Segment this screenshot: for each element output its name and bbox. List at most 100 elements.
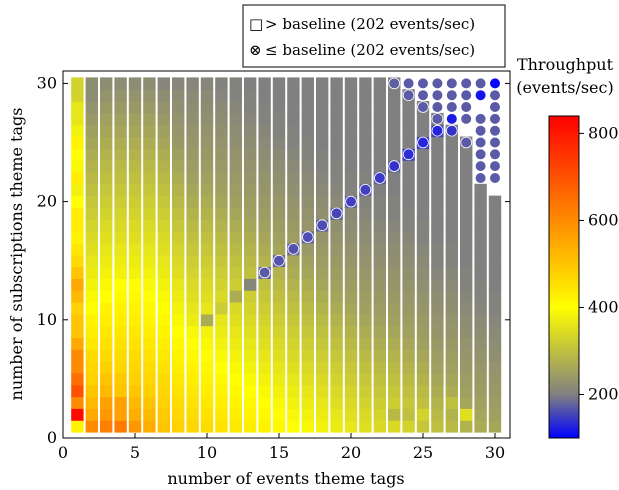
heatmap-cell [388,124,401,138]
heatmap-cell [301,361,314,374]
heatmap-cell [157,254,170,268]
heatmap-cell [316,195,329,208]
heatmap-cell [215,89,228,102]
heatmap-cell [258,136,271,149]
heatmap-cell [402,160,415,173]
heatmap-cell [258,89,271,102]
below-baseline-point [345,195,357,208]
heatmap-cell [488,266,502,279]
heatmap-cell [143,266,156,279]
heatmap-cell [316,183,329,197]
heatmap-cell [114,231,127,244]
heatmap-cell [287,408,300,421]
heatmap-cell [344,254,358,268]
heatmap-cell [229,384,242,398]
heatmap-cell [200,148,214,161]
heatmap-cell [244,396,257,409]
heatmap-cell [373,278,386,291]
heatmap-cell [157,77,170,90]
heatmap-cell [388,384,401,398]
heatmap-cell [488,384,502,398]
heatmap-cell [215,361,228,374]
heatmap-cell [272,207,286,220]
heatmap-cell [100,124,113,138]
heatmap-cell [85,219,98,232]
heatmap-cell [157,89,170,102]
heatmap-cell [344,101,358,114]
below-baseline-point [301,231,314,243]
heatmap-cell [416,183,430,197]
below-baseline-point [445,113,458,125]
heatmap-cell [172,420,185,433]
heatmap-cell [388,254,401,268]
heatmap-cell [200,337,214,350]
heatmap-cell [172,101,185,114]
heatmap-cell [229,101,242,114]
heatmap-cell [359,396,372,409]
heatmap-cell [431,266,444,279]
heatmap-cell [128,361,142,374]
heatmap-cell [172,242,185,256]
heatmap-cell [359,278,372,291]
heatmap-cell [143,372,156,386]
below-baseline-point [402,89,415,101]
heatmap-cell [402,337,415,350]
heatmap-cell [301,302,314,315]
heatmap-cell [460,207,473,220]
heatmap-cell [143,420,156,433]
heatmap-cell [200,313,214,327]
heatmap-cell [157,266,170,279]
heatmap-cell [316,361,329,374]
heatmap-cell [416,349,430,362]
heatmap-cell [301,195,314,208]
heatmap-cell [85,420,98,433]
heatmap-cell [229,408,242,421]
heatmap-cell [258,124,271,138]
heatmap-cell [215,136,228,149]
heatmap-cell [114,124,127,138]
heatmap-cell [416,396,430,409]
heatmap-cell [100,219,113,232]
heatmap-cell [416,372,430,386]
heatmap-cell [71,219,84,232]
heatmap-cell [143,77,156,90]
heatmap-cell [301,219,314,232]
heatmap-cell [215,408,228,421]
heatmap-cell [71,325,84,338]
heatmap-cell [258,195,271,208]
heatmap-cell [344,207,358,220]
below-baseline-point [474,113,487,125]
heatmap-cell [402,136,415,149]
heatmap-cell [172,302,185,315]
heatmap-cell [128,148,142,161]
heatmap-cell [172,337,185,350]
heatmap-cell [186,112,199,126]
heatmap-cell [460,325,473,338]
below-baseline-point [489,172,501,184]
heatmap-cell [301,325,314,338]
heatmap-cell [215,148,228,161]
heatmap-cell [488,207,502,220]
heatmap-cell [416,172,430,185]
heatmap-cell [445,408,458,421]
below-baseline-point [489,160,501,172]
heatmap-cell [114,372,127,386]
heatmap-cell [200,207,214,220]
heatmap-cell [258,172,271,185]
x-tick-label: 30 [485,443,505,462]
below-baseline-point [431,113,444,125]
heatmap-cell [316,77,329,90]
heatmap-cell [431,325,444,338]
heatmap-cell [186,172,199,185]
heatmap-cell [373,372,386,386]
heatmap-cell [128,266,142,279]
heatmap-cell [186,266,199,279]
heatmap-cell [71,101,84,114]
heatmap-cell [143,408,156,421]
heatmap-cell [71,408,84,421]
heatmap-cell [402,361,415,374]
heatmap-cell [359,195,372,208]
heatmap-cell [359,420,372,433]
heatmap-cell [71,172,84,185]
heatmap-cell [431,349,444,362]
